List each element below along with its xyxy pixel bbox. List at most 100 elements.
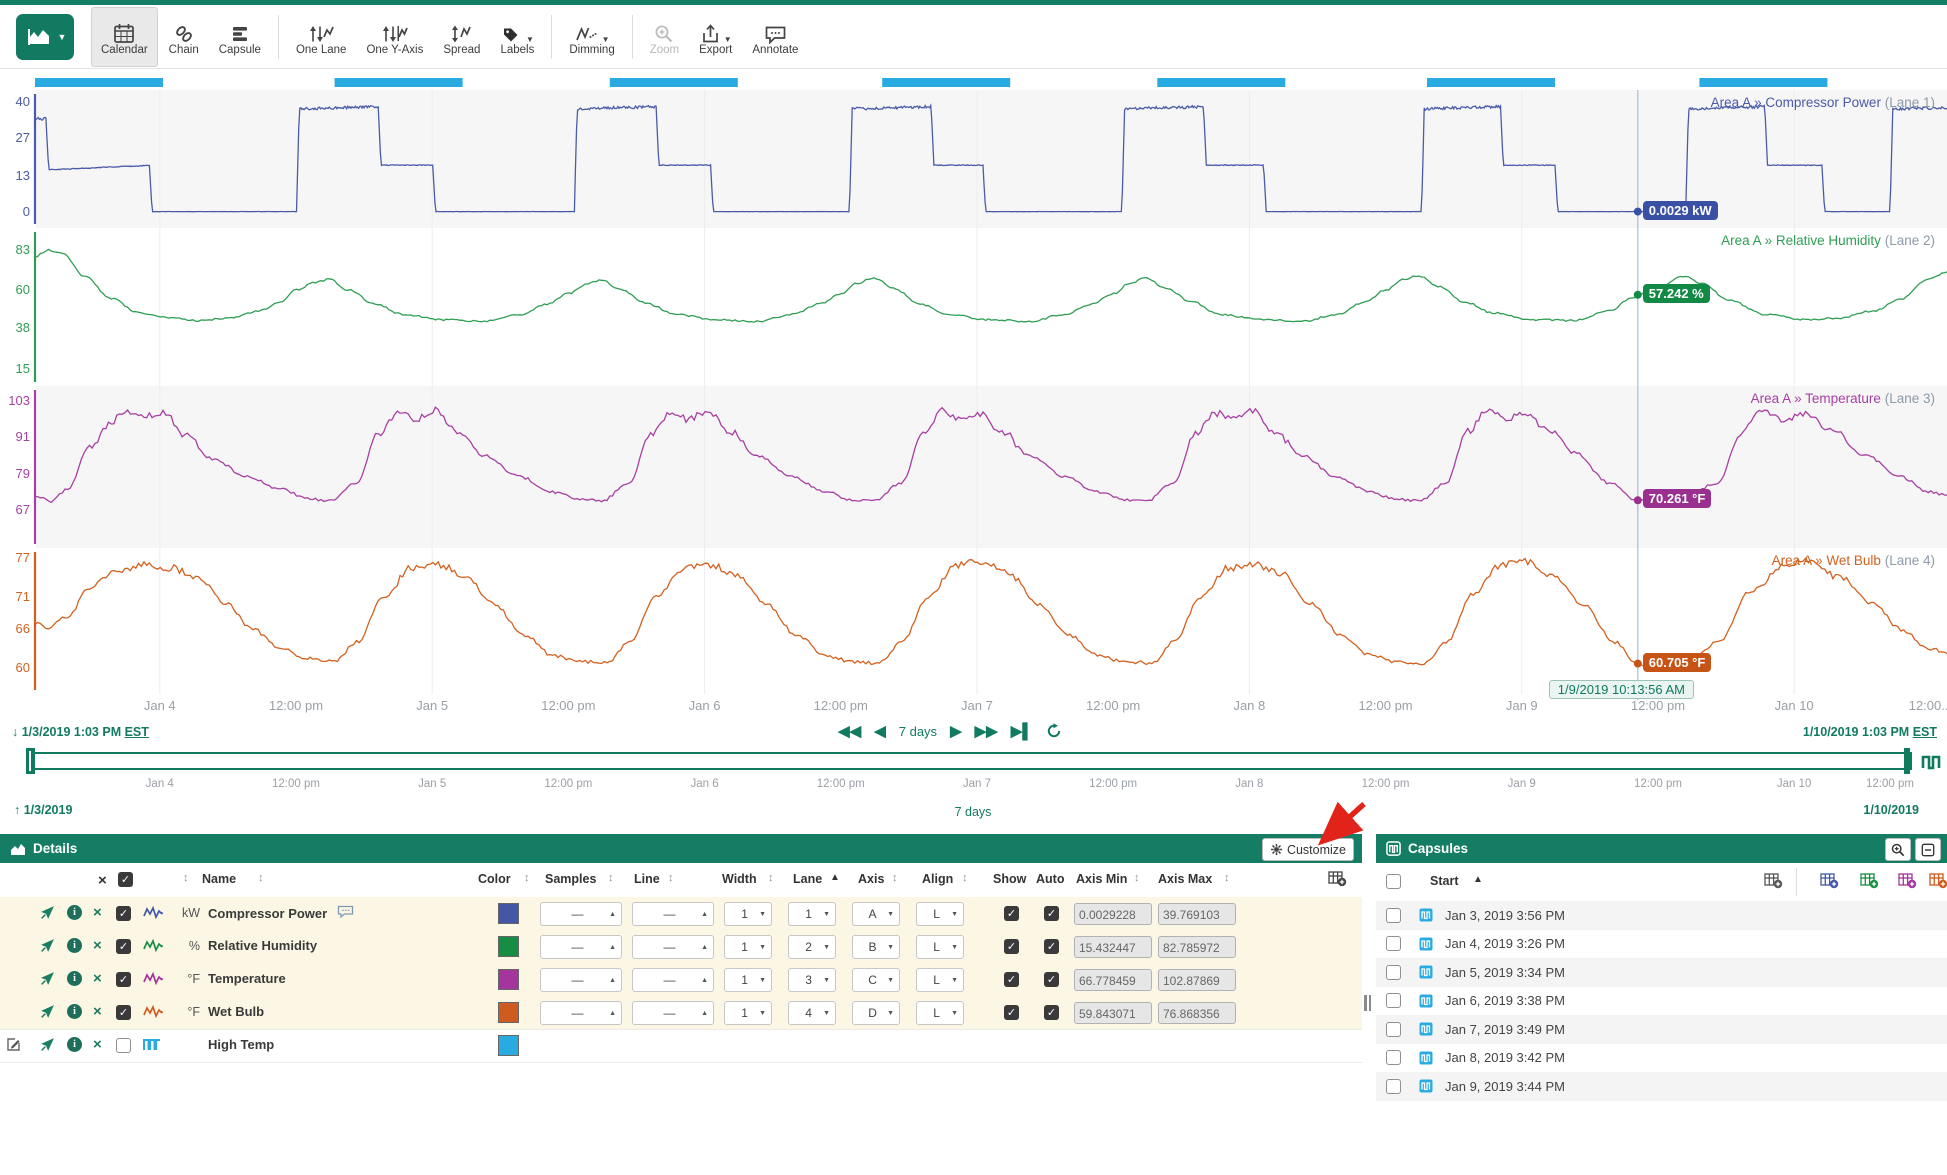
column-header-axis-min[interactable]: Axis Min	[1076, 872, 1127, 886]
duration-button[interactable]: 7 days	[899, 724, 937, 739]
capsule-checkbox[interactable]	[1386, 1079, 1401, 1094]
show-checkbox[interactable]: ✓	[1004, 906, 1019, 921]
column-header-lane[interactable]: Lane	[793, 872, 822, 886]
item-name[interactable]: Wet Bulb	[208, 1004, 264, 1019]
info-icon[interactable]: i	[67, 971, 82, 986]
pin-icon[interactable]	[40, 1004, 55, 1022]
capsule-row[interactable]: Jan 9, 2019 3:44 PM	[1376, 1072, 1947, 1101]
column-header-name[interactable]: Name	[202, 872, 236, 886]
auto-checkbox[interactable]: ✓	[1044, 906, 1059, 921]
sort-icon[interactable]: ↕	[768, 872, 774, 884]
lane-dropdown[interactable]: 2▼	[788, 935, 836, 959]
column-header-width[interactable]: Width	[722, 872, 757, 886]
remove-all-icon[interactable]: ×	[98, 872, 107, 889]
display-range-start[interactable]: ↓ 1/3/2019 1:03 PM EST	[12, 725, 149, 739]
line-dropdown[interactable]: —▲	[632, 902, 714, 926]
refresh-icon[interactable]	[1046, 723, 1062, 739]
capsule-row[interactable]: Jan 3, 2019 3:56 PM	[1376, 901, 1947, 930]
capsule-row[interactable]: Jan 6, 2019 3:38 PM	[1376, 987, 1947, 1016]
pin-icon[interactable]	[40, 938, 55, 956]
align-dropdown[interactable]: L▼	[916, 968, 964, 992]
column-header-axis[interactable]: Axis	[858, 872, 884, 886]
remove-icon[interactable]: ×	[93, 1004, 102, 1019]
capsules-select-all-checkbox[interactable]	[1386, 874, 1401, 889]
sort-icon[interactable]: ↕	[1224, 872, 1230, 884]
signal-name[interactable]: Area A » Relative Humidity	[1721, 233, 1881, 248]
samples-dropdown[interactable]: —▲	[540, 902, 622, 926]
axis-min-input[interactable]: 59.843071	[1074, 1002, 1152, 1024]
capsules-add-column-icon[interactable]	[1929, 872, 1947, 892]
color-swatch[interactable]	[498, 969, 519, 990]
color-swatch[interactable]	[498, 936, 519, 957]
remove-icon[interactable]: ×	[93, 971, 102, 986]
sort-icon[interactable]: ↕	[1134, 872, 1140, 884]
signal-name[interactable]: Area A » Compressor Power	[1711, 95, 1881, 110]
axis-dropdown[interactable]: A▼	[852, 902, 900, 926]
samples-dropdown[interactable]: —▲	[540, 968, 622, 992]
edit-icon[interactable]	[6, 1037, 21, 1055]
capsules-collapse-button[interactable]	[1915, 838, 1941, 861]
capsule-row[interactable]: Jan 5, 2019 3:34 PM	[1376, 958, 1947, 987]
column-header-samples[interactable]: Samples	[545, 872, 596, 886]
capsule-checkbox[interactable]	[1386, 936, 1401, 951]
width-dropdown[interactable]: 1▼	[724, 902, 772, 926]
worksheet-view-button[interactable]: ▼	[16, 14, 74, 60]
timeline-selection-bar[interactable]	[28, 752, 1912, 770]
sort-icon[interactable]: ↕	[892, 872, 898, 884]
line-dropdown[interactable]: —▲	[632, 935, 714, 959]
sort-asc-icon[interactable]: ▲	[830, 872, 840, 883]
align-dropdown[interactable]: L▼	[916, 902, 964, 926]
toolbar-labels-button[interactable]: ▼Labels	[491, 8, 543, 66]
step-back-button[interactable]: ◀	[874, 722, 886, 740]
auto-checkbox[interactable]: ✓	[1044, 972, 1059, 987]
axis-max-input[interactable]: 39.769103	[1158, 903, 1236, 925]
capsule-time-icon[interactable]	[1920, 750, 1944, 772]
panel-splitter-handle[interactable]	[1364, 995, 1372, 1011]
info-icon[interactable]: i	[67, 938, 82, 953]
investigate-range-end[interactable]: 1/10/2019	[1863, 803, 1919, 817]
select-all-checkbox[interactable]: ✓	[118, 872, 133, 887]
step-back-half-button[interactable]: ◀◀	[838, 722, 861, 740]
info-icon[interactable]: i	[67, 905, 82, 920]
capsules-add-column-icon[interactable]	[1820, 872, 1839, 892]
capsule-row[interactable]: Jan 7, 2019 3:49 PM	[1376, 1015, 1947, 1044]
capsule-checkbox[interactable]	[1386, 993, 1401, 1008]
info-icon[interactable]: i	[67, 1004, 82, 1019]
signal-name[interactable]: Area A » Temperature	[1751, 391, 1881, 406]
axis-dropdown[interactable]: C▼	[852, 968, 900, 992]
toolbar-dimming-button[interactable]: ▼Dimming	[560, 8, 623, 66]
toolbar-export-button[interactable]: ▼Export	[690, 8, 741, 66]
column-header-color[interactable]: Color	[478, 872, 511, 886]
axis-min-input[interactable]: 66.778459	[1074, 969, 1152, 991]
show-checkbox[interactable]: ✓	[1004, 1005, 1019, 1020]
axis-max-input[interactable]: 76.868356	[1158, 1002, 1236, 1024]
sort-icon[interactable]: ↕	[258, 872, 264, 884]
toolbar-capsule-button[interactable]: Capsule	[210, 8, 270, 66]
sort-icon[interactable]: ↕	[962, 872, 968, 884]
capsules-add-column-icon[interactable]	[1764, 872, 1783, 892]
capsules-add-column-icon[interactable]	[1898, 872, 1917, 892]
row-select-checkbox[interactable]: ✓	[116, 1005, 131, 1020]
investigate-range-start[interactable]: ↑ 1/3/2019	[14, 803, 72, 817]
show-checkbox[interactable]: ✓	[1004, 939, 1019, 954]
item-name[interactable]: Compressor Power	[208, 905, 354, 921]
column-header-start[interactable]: Start	[1430, 874, 1458, 888]
capsule-checkbox[interactable]	[1386, 1022, 1401, 1037]
samples-dropdown[interactable]: —▲	[540, 935, 622, 959]
sort-icon[interactable]: ↕	[183, 872, 189, 884]
timeline-left-handle[interactable]	[26, 748, 35, 774]
remove-icon[interactable]: ×	[93, 905, 102, 920]
capsule-row[interactable]: Jan 8, 2019 3:42 PM	[1376, 1044, 1947, 1073]
toolbar-calendar-button[interactable]: Calendar	[91, 7, 158, 67]
align-dropdown[interactable]: L▼	[916, 1001, 964, 1025]
capsule-checkbox[interactable]	[1386, 908, 1401, 923]
comment-bubble-icon[interactable]	[337, 906, 354, 921]
step-forward-button[interactable]: ▶	[950, 722, 962, 740]
capsule-checkbox[interactable]	[1386, 1050, 1401, 1065]
axis-min-input[interactable]: 15.432447	[1074, 936, 1152, 958]
remove-icon[interactable]: ×	[93, 938, 102, 953]
column-header-align[interactable]: Align	[922, 872, 953, 886]
line-dropdown[interactable]: —▲	[632, 1001, 714, 1025]
lane-dropdown[interactable]: 4▼	[788, 1001, 836, 1025]
toolbar-one-lane-button[interactable]: One Lane	[287, 8, 356, 66]
